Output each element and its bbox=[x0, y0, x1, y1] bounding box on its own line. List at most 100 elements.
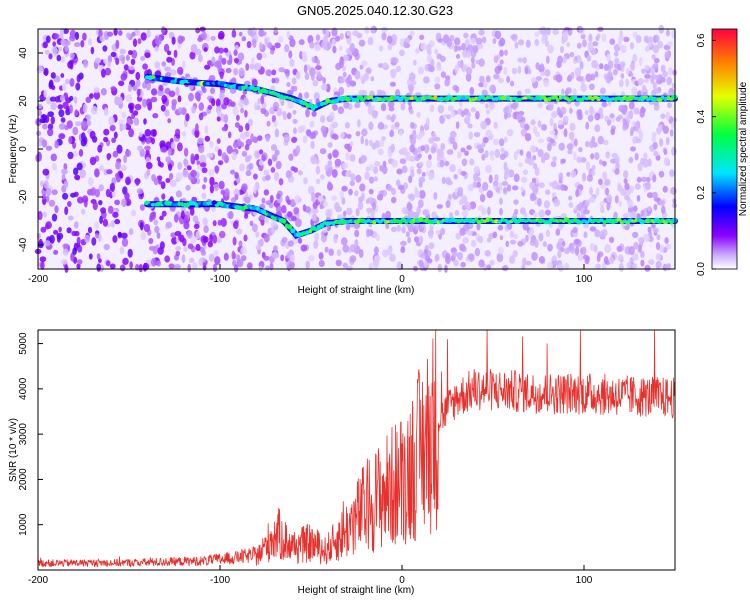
noise-cell bbox=[186, 230, 193, 239]
noise-cell bbox=[82, 59, 89, 68]
noise-cell bbox=[486, 109, 490, 115]
noise-cell bbox=[94, 57, 102, 64]
noise-cell bbox=[199, 154, 207, 163]
noise-cell bbox=[599, 87, 606, 95]
noise-cell bbox=[381, 136, 386, 142]
noise-cell bbox=[434, 83, 441, 90]
noise-cell bbox=[85, 96, 92, 104]
x-tick-label: -100 bbox=[210, 575, 230, 586]
noise-cell bbox=[332, 149, 339, 159]
noise-cell bbox=[655, 155, 661, 161]
noise-cell bbox=[468, 131, 474, 140]
noise-cell bbox=[585, 73, 592, 82]
noise-cell bbox=[303, 64, 308, 74]
noise-cell bbox=[289, 58, 295, 67]
noise-cell bbox=[545, 55, 550, 64]
noise-cell bbox=[142, 262, 150, 271]
noise-cell bbox=[390, 143, 395, 153]
noise-cell bbox=[545, 189, 551, 195]
noise-cell bbox=[123, 154, 127, 164]
noise-cell bbox=[663, 148, 668, 155]
noise-cell bbox=[532, 163, 538, 170]
noise-cell bbox=[414, 186, 418, 195]
noise-cell bbox=[342, 262, 348, 268]
noise-cell bbox=[460, 171, 467, 176]
noise-cell bbox=[418, 176, 426, 183]
noise-cell bbox=[440, 71, 446, 78]
noise-cell bbox=[52, 163, 57, 171]
noise-cell bbox=[354, 190, 359, 197]
noise-cell bbox=[332, 104, 338, 111]
noise-cell bbox=[401, 207, 408, 215]
noise-cell bbox=[403, 41, 408, 47]
noise-cell bbox=[445, 75, 451, 81]
noise-cell bbox=[75, 82, 81, 91]
noise-cell bbox=[328, 248, 335, 256]
noise-cell bbox=[118, 119, 125, 126]
noise-cell bbox=[485, 103, 489, 109]
noise-cell bbox=[332, 45, 337, 54]
noise-cell bbox=[406, 202, 413, 212]
noise-cell bbox=[539, 63, 545, 70]
noise-cell bbox=[589, 226, 597, 232]
noise-cell bbox=[588, 41, 594, 51]
x-tick-label: -100 bbox=[210, 274, 230, 285]
noise-cell bbox=[542, 241, 547, 248]
noise-cell bbox=[367, 36, 374, 46]
noise-cell bbox=[76, 259, 83, 265]
noise-cell bbox=[543, 200, 551, 209]
noise-cell bbox=[339, 76, 345, 84]
noise-cell bbox=[586, 161, 590, 171]
noise-cell bbox=[321, 40, 327, 49]
noise-cell bbox=[532, 212, 538, 218]
noise-cell bbox=[157, 35, 162, 45]
noise-cell bbox=[121, 123, 127, 130]
noise-cell bbox=[206, 152, 214, 159]
noise-cell bbox=[50, 116, 55, 125]
noise-cell bbox=[327, 181, 332, 190]
noise-cell bbox=[370, 105, 375, 111]
noise-cell bbox=[121, 111, 127, 119]
noise-cell bbox=[339, 190, 344, 200]
noise-cell bbox=[504, 105, 509, 115]
noise-cell bbox=[204, 125, 209, 134]
noise-cell bbox=[367, 197, 374, 203]
noise-cell bbox=[632, 31, 638, 38]
noise-cell bbox=[133, 110, 139, 116]
noise-cell bbox=[602, 171, 608, 180]
noise-cell bbox=[72, 150, 80, 157]
noise-cell bbox=[459, 227, 466, 236]
noise-cell bbox=[485, 164, 492, 174]
noise-cell bbox=[59, 95, 65, 102]
noise-cell bbox=[233, 264, 239, 273]
noise-cell bbox=[102, 218, 108, 227]
noise-cell bbox=[223, 97, 230, 106]
noise-cell bbox=[223, 252, 229, 261]
ridge-cell bbox=[267, 213, 272, 217]
noise-cell bbox=[473, 173, 479, 182]
noise-cell bbox=[144, 129, 152, 137]
noise-cell bbox=[331, 133, 338, 139]
ridge-cell bbox=[369, 95, 374, 100]
noise-cell bbox=[482, 80, 488, 88]
noise-cell bbox=[557, 250, 562, 259]
colorbar-tick-label: 0.4 bbox=[696, 109, 707, 123]
noise-cell bbox=[214, 60, 221, 68]
noise-cell bbox=[420, 253, 427, 259]
noise-cell bbox=[409, 193, 415, 201]
noise-cell bbox=[578, 27, 584, 33]
noise-cell bbox=[512, 250, 518, 258]
noise-cell bbox=[643, 233, 650, 242]
noise-cell bbox=[220, 217, 227, 227]
noise-cell bbox=[370, 26, 375, 34]
noise-cell bbox=[314, 232, 320, 242]
noise-cell bbox=[341, 162, 349, 170]
noise-cell bbox=[214, 165, 219, 174]
noise-cell bbox=[161, 95, 168, 103]
noise-cell bbox=[105, 260, 111, 267]
noise-cell bbox=[58, 123, 66, 130]
noise-cell bbox=[130, 58, 136, 66]
noise-cell bbox=[273, 245, 278, 252]
noise-cell bbox=[382, 62, 388, 69]
noise-cell bbox=[492, 231, 498, 239]
